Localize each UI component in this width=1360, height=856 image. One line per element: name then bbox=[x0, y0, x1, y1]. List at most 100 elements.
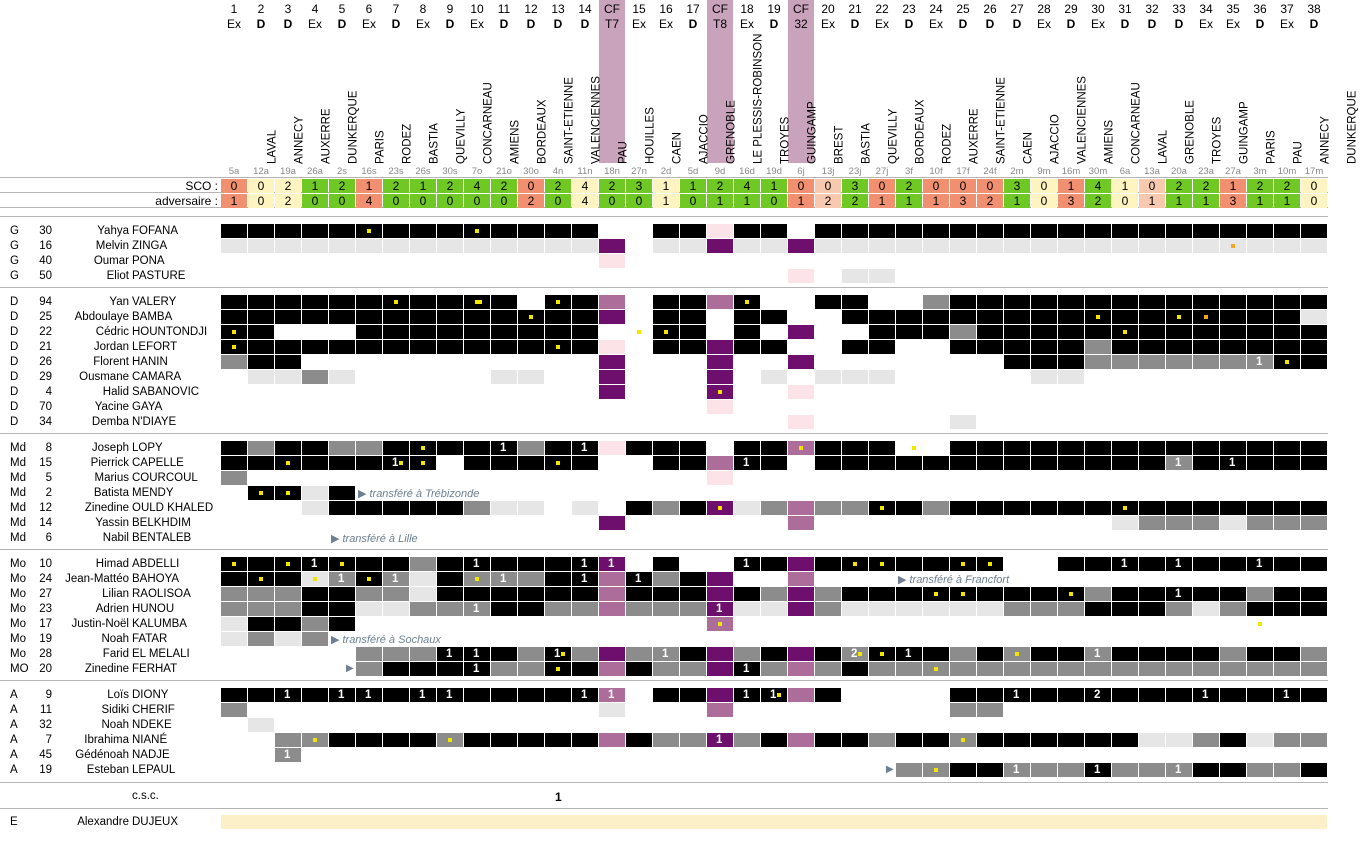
goal-count: 1 bbox=[554, 648, 561, 660]
appearance-cell bbox=[302, 456, 328, 470]
section-separator bbox=[0, 782, 1328, 783]
appearance-cell bbox=[437, 688, 463, 702]
appearance-cell bbox=[1274, 557, 1300, 571]
goal-count: 1 bbox=[1013, 764, 1020, 776]
appearance-cell bbox=[1274, 516, 1300, 530]
match-number: 9 bbox=[446, 2, 454, 16]
appearance-cell bbox=[383, 456, 409, 470]
cup-appearance-cell bbox=[599, 602, 625, 616]
cup-appearance-cell bbox=[599, 239, 625, 253]
appearance-cell bbox=[491, 370, 517, 384]
match-venue: Ex bbox=[820, 17, 835, 31]
yellow-card-icon bbox=[475, 229, 479, 233]
match-date: 17m bbox=[1304, 166, 1324, 177]
appearance-cell bbox=[1301, 340, 1327, 354]
player-number: 12 bbox=[39, 502, 52, 514]
appearance-cell bbox=[1139, 239, 1165, 253]
appearance-cell bbox=[356, 662, 382, 676]
appearance-cell bbox=[410, 602, 436, 616]
appearance-cell bbox=[1301, 295, 1327, 309]
cup-column-band bbox=[788, 0, 814, 163]
match-date: 2d bbox=[660, 166, 672, 177]
sco-goals: 1 bbox=[1220, 179, 1246, 193]
appearance-cell bbox=[896, 602, 922, 616]
opponent-header: VALENCIENNES bbox=[1031, 60, 1088, 164]
appearance-cell bbox=[1220, 688, 1246, 702]
player-first-name: Ousmane bbox=[79, 371, 129, 383]
appearance-cell bbox=[1085, 441, 1111, 455]
appearance-cell bbox=[734, 325, 760, 339]
appearance-cell bbox=[1301, 501, 1327, 515]
appearance-cell bbox=[437, 587, 463, 601]
yellow-card-icon bbox=[313, 738, 317, 742]
appearance-cell bbox=[1301, 516, 1327, 530]
goal-count: 1 bbox=[1175, 588, 1182, 600]
appearance-cell bbox=[545, 733, 571, 747]
opponent-header: GRENOBLE bbox=[680, 60, 737, 164]
appearance-cell bbox=[221, 456, 247, 470]
match-date: 20a bbox=[1171, 166, 1187, 177]
match-number: 24 bbox=[929, 2, 943, 16]
appearance-cell bbox=[1112, 516, 1138, 530]
appearance-cell bbox=[923, 456, 949, 470]
sco-goals: 0 bbox=[923, 179, 949, 193]
appearance-cell bbox=[1058, 224, 1084, 238]
match-date: 27a bbox=[1225, 166, 1241, 177]
appearance-cell bbox=[437, 501, 463, 515]
appearance-cell bbox=[1220, 733, 1246, 747]
appearance-cell bbox=[221, 310, 247, 324]
player-last-name: CHERIF bbox=[132, 704, 175, 716]
player-number: 6 bbox=[45, 532, 52, 544]
cup-appearance-cell bbox=[788, 587, 814, 601]
player-last-name: N'DIAYE bbox=[132, 416, 177, 428]
appearance-cell bbox=[815, 370, 841, 384]
appearance-cell bbox=[1031, 441, 1057, 455]
cup-appearance-cell bbox=[707, 295, 733, 309]
match-number: 4 bbox=[311, 2, 319, 16]
appearance-cell bbox=[977, 662, 1003, 676]
match-venue: Ex bbox=[415, 17, 430, 31]
appearance-cell bbox=[1166, 340, 1192, 354]
appearance-cell bbox=[545, 688, 571, 702]
appearance-cell bbox=[1112, 224, 1138, 238]
appearance-cell bbox=[464, 239, 490, 253]
cup-goal-count: 1 bbox=[608, 558, 615, 570]
appearance-cell bbox=[1220, 340, 1246, 354]
appearance-cell bbox=[680, 572, 706, 586]
yellow-card-icon bbox=[853, 562, 857, 566]
appearance-cell bbox=[248, 325, 274, 339]
appearance-cell bbox=[1031, 456, 1057, 470]
appearance-cell bbox=[275, 572, 301, 586]
player-position: A bbox=[10, 764, 18, 776]
sco-goals: 2 bbox=[896, 179, 922, 193]
opponent-header: AMIENS bbox=[1058, 60, 1115, 164]
appearance-cell bbox=[1139, 587, 1165, 601]
opponent-goals: 0 bbox=[383, 194, 409, 208]
appearance-cell bbox=[545, 325, 571, 339]
appearance-cell bbox=[1193, 501, 1219, 515]
appearance-cell bbox=[950, 310, 976, 324]
cup-appearance-cell bbox=[707, 239, 733, 253]
appearance-cell bbox=[1139, 501, 1165, 515]
appearance-cell bbox=[869, 340, 895, 354]
appearance-cell bbox=[1274, 688, 1300, 702]
appearance-cell bbox=[1193, 733, 1219, 747]
appearance-cell bbox=[275, 733, 301, 747]
appearance-cell bbox=[626, 441, 652, 455]
goal-count: 1 bbox=[284, 749, 291, 761]
opponent-goals: 1 bbox=[653, 194, 679, 208]
opponent-header: DUNKERQUE bbox=[302, 60, 359, 164]
cup-appearance-cell bbox=[599, 355, 625, 369]
player-position: Mo bbox=[10, 603, 26, 615]
appearance-cell bbox=[545, 441, 571, 455]
appearance-cell bbox=[1220, 224, 1246, 238]
yellow-card-icon bbox=[232, 562, 236, 566]
appearance-cell bbox=[491, 295, 517, 309]
appearance-cell bbox=[221, 295, 247, 309]
sco-goals: 1 bbox=[653, 179, 679, 193]
appearance-cell bbox=[1031, 224, 1057, 238]
appearance-cell bbox=[572, 340, 598, 354]
match-number: 33 bbox=[1172, 2, 1186, 16]
appearance-cell bbox=[248, 310, 274, 324]
opponent-header: LE PLESSIS-ROBINSON bbox=[707, 34, 764, 164]
